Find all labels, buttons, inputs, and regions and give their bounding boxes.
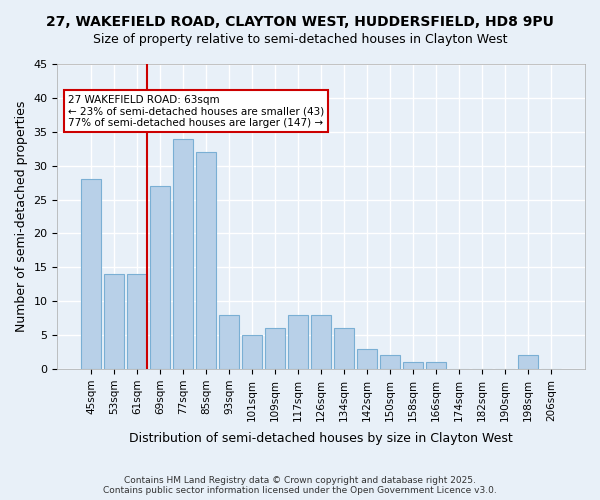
Bar — [380, 356, 400, 369]
Bar — [82, 179, 101, 369]
Bar — [334, 328, 354, 369]
Bar — [265, 328, 285, 369]
Bar — [242, 335, 262, 369]
Bar — [427, 362, 446, 369]
Bar — [173, 138, 193, 369]
Text: Contains HM Land Registry data © Crown copyright and database right 2025.
Contai: Contains HM Land Registry data © Crown c… — [103, 476, 497, 495]
Bar — [196, 152, 216, 369]
Bar — [403, 362, 423, 369]
Bar — [220, 315, 239, 369]
Bar — [311, 315, 331, 369]
Text: 27, WAKEFIELD ROAD, CLAYTON WEST, HUDDERSFIELD, HD8 9PU: 27, WAKEFIELD ROAD, CLAYTON WEST, HUDDER… — [46, 15, 554, 29]
Text: Size of property relative to semi-detached houses in Clayton West: Size of property relative to semi-detach… — [93, 32, 507, 46]
Text: 27 WAKEFIELD ROAD: 63sqm
← 23% of semi-detached houses are smaller (43)
77% of s: 27 WAKEFIELD ROAD: 63sqm ← 23% of semi-d… — [68, 94, 324, 128]
Bar — [358, 348, 377, 369]
X-axis label: Distribution of semi-detached houses by size in Clayton West: Distribution of semi-detached houses by … — [130, 432, 513, 445]
Y-axis label: Number of semi-detached properties: Number of semi-detached properties — [15, 101, 28, 332]
Bar — [151, 186, 170, 369]
Bar — [518, 356, 538, 369]
Bar — [127, 274, 147, 369]
Bar — [289, 315, 308, 369]
Bar — [104, 274, 124, 369]
